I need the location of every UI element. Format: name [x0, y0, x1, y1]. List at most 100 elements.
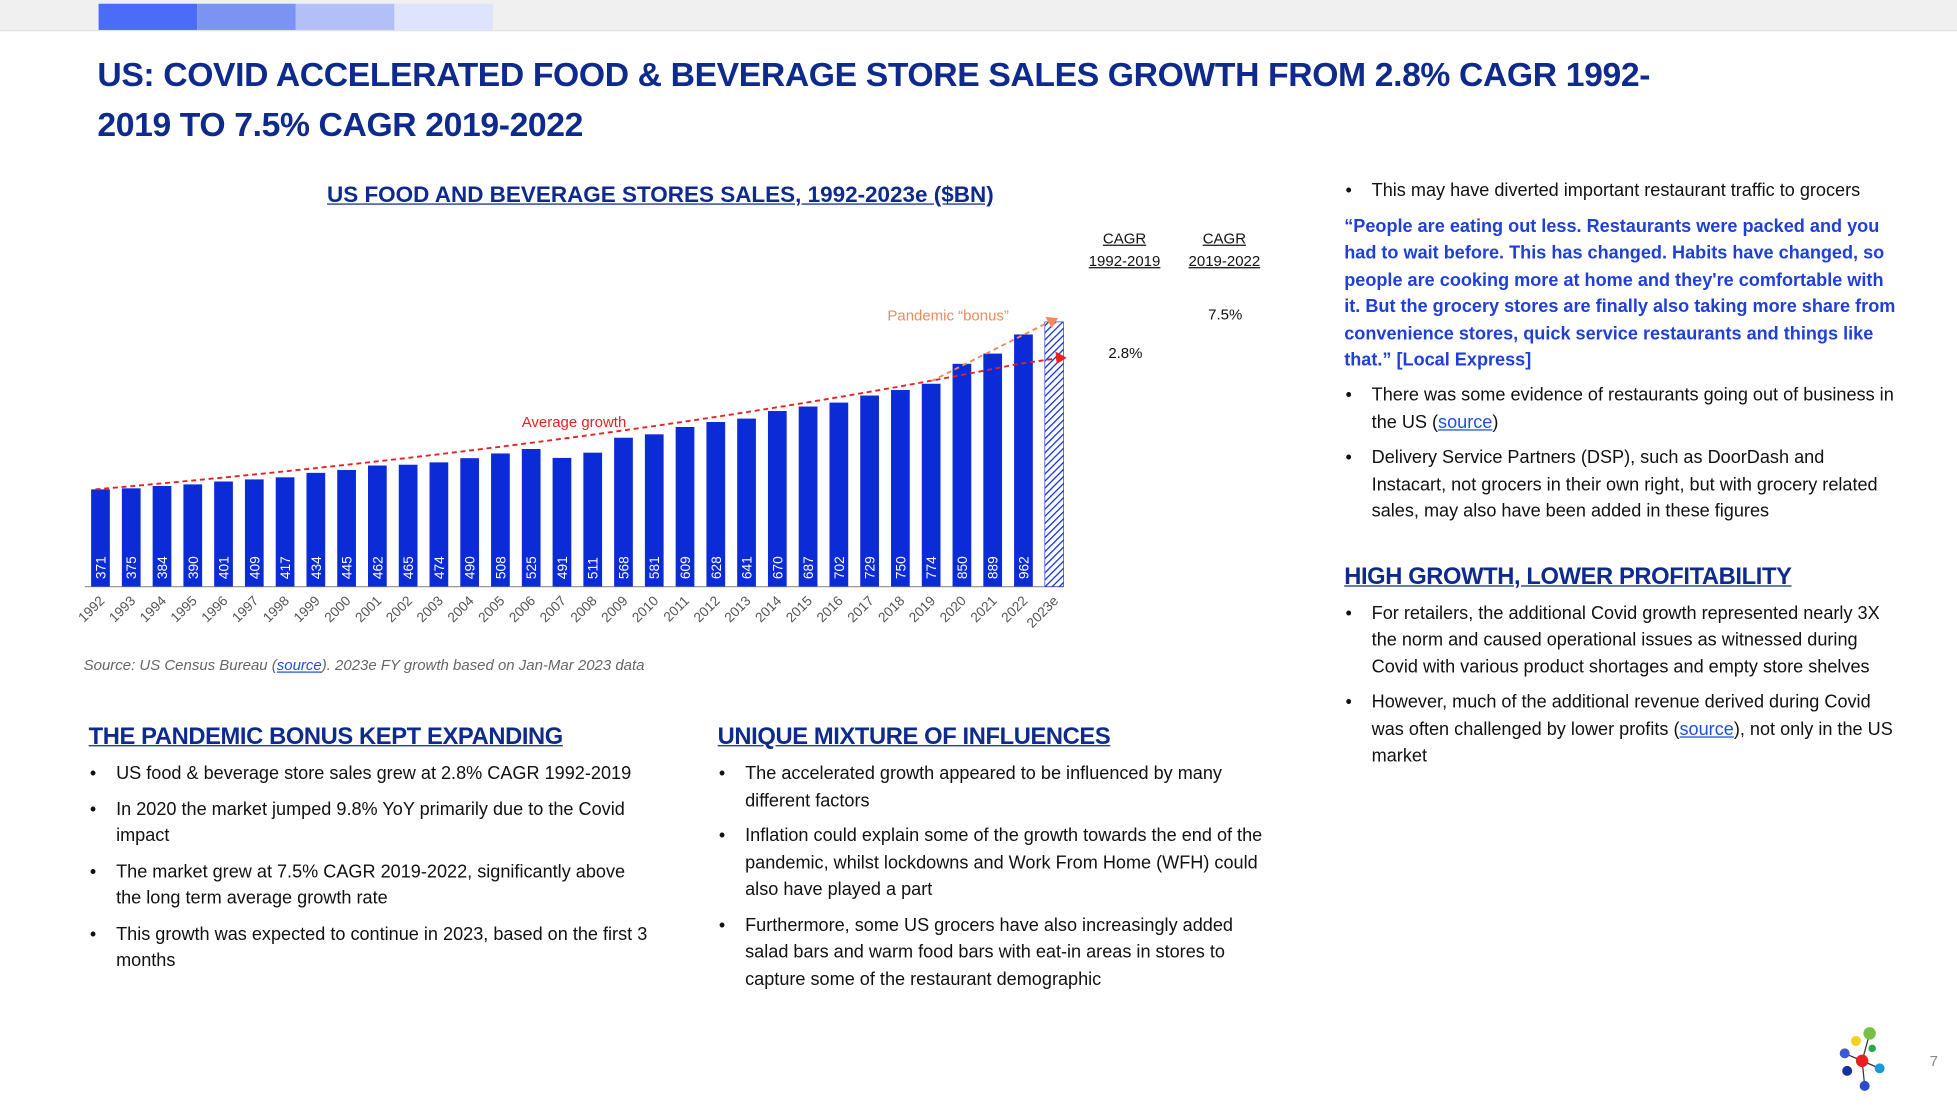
- bar-value-label: 702: [832, 556, 847, 579]
- bar-1998: [275, 477, 295, 587]
- right-column: This may have diverted important restaur…: [1344, 178, 1899, 779]
- bar-1992: [91, 489, 110, 587]
- bar-value-label: 774: [924, 556, 939, 579]
- x-tick-label: 1998: [260, 593, 292, 625]
- x-tick-label: 2006: [506, 593, 538, 625]
- sales-bar-chart: 371 1992 375 1993 384 1994 390 1995 401 1996 409 19…: [75, 308, 1067, 631]
- bar-2002: [398, 464, 418, 587]
- bar-2004: [460, 458, 480, 587]
- bar-1995: [183, 484, 203, 587]
- x-tick-label: 2000: [322, 593, 354, 625]
- bar-2012: [706, 422, 726, 587]
- bar-value-label: 568: [616, 556, 631, 579]
- bar-value-label: 628: [709, 556, 724, 579]
- x-tick-label: 2011: [661, 593, 692, 624]
- x-tick-label: 2005: [475, 593, 507, 625]
- bar-value-label: 490: [463, 556, 478, 579]
- section-heading: UNIQUE MIXTURE OF INFLUENCES: [717, 723, 1111, 751]
- x-tick-label: 2013: [721, 593, 753, 625]
- x-tick-label: 2008: [568, 593, 600, 625]
- x-tick-label: 2015: [783, 593, 815, 625]
- x-tick-label: 1993: [106, 593, 138, 625]
- bullet: In 2020 the market jumped 9.8% YoY prima…: [90, 797, 650, 851]
- bullet: Furthermore, some US grocers have also i…: [719, 913, 1273, 994]
- customer-quote: “People are eating out less. Restaurants…: [1344, 216, 1896, 372]
- bar-value-label: 850: [955, 556, 970, 579]
- source-note: Source: US Census Bureau (source). 2023e…: [84, 657, 645, 674]
- bar-value-label: 462: [370, 556, 385, 579]
- progress-block: [394, 3, 493, 30]
- bar-value-label: 511: [586, 557, 601, 579]
- bullet: This growth was expected to continue in …: [90, 922, 650, 976]
- bar-1993: [121, 488, 141, 587]
- x-tick-label: 2020: [937, 593, 969, 625]
- cagr-value-2019-2022: 7.5%: [1208, 305, 1243, 324]
- bullet-text: ): [1492, 412, 1499, 433]
- pandemic-bonus-section: THE PANDEMIC BONUS KEPT EXPANDING US foo…: [89, 724, 651, 984]
- bar-2013: [737, 418, 756, 587]
- bar-value-label: 962: [1016, 556, 1031, 579]
- bar-value-label: 465: [401, 556, 416, 579]
- bar-2007: [552, 457, 572, 587]
- average-growth-label: Average growth: [522, 414, 627, 431]
- bar-2021: [983, 353, 1003, 587]
- bar-2009: [614, 437, 633, 587]
- x-tick-label: 2019: [906, 593, 938, 625]
- x-tick-label: 1997: [229, 593, 261, 625]
- bar-2005: [491, 453, 510, 587]
- x-tick-label: 1996: [198, 593, 230, 625]
- cagr-period: 2019-2022: [1188, 252, 1261, 270]
- bar-value-label: 390: [186, 556, 201, 579]
- slide-title: US: COVID ACCELERATED FOOD & BEVERAGE ST…: [97, 56, 1651, 144]
- x-tick-label: 2009: [598, 593, 630, 625]
- bullet: For retailers, the additional Covid grow…: [1345, 601, 1900, 682]
- cagr-label: CAGR: [1202, 229, 1247, 248]
- chart-title: US FOOD AND BEVERAGE STORES SALES, 1992-…: [327, 182, 994, 208]
- bar-2016: [829, 402, 849, 587]
- bar-value-label: 508: [493, 556, 508, 579]
- bar-value-label: 474: [432, 556, 447, 579]
- bar-value-label: 609: [678, 556, 693, 579]
- source-text: Source: US Census Bureau (: [83, 656, 277, 674]
- page-number: 7: [1929, 1052, 1938, 1070]
- x-tick-label: 1992: [75, 593, 107, 625]
- bar-value-label: 525: [524, 556, 539, 579]
- bar-2017: [860, 395, 879, 587]
- bar-2022: [1014, 334, 1033, 587]
- progress-strip: [0, 0, 1957, 32]
- source-link[interactable]: source: [1679, 719, 1734, 740]
- x-tick-label: 1994: [137, 593, 169, 625]
- bullet: This may have diverted important restaur…: [1345, 178, 1900, 205]
- source-link[interactable]: source: [1438, 412, 1493, 433]
- bar-2010: [644, 434, 664, 587]
- x-tick-label: 2004: [445, 593, 477, 625]
- bar-2011: [675, 426, 695, 587]
- bar-value-label: 371: [93, 556, 108, 579]
- progress-block: [98, 3, 198, 30]
- pandemic-bonus-arrowhead: [1045, 316, 1058, 329]
- cagr-header-2019-2022: CAGR 2019-2022: [1181, 227, 1268, 272]
- x-tick-label: 2003: [414, 593, 446, 625]
- bar-2003: [429, 462, 449, 587]
- bar-value-label: 417: [278, 556, 293, 579]
- pandemic-bonus-line: [930, 318, 1055, 383]
- bullet: Delivery Service Partners (DSP), such as…: [1345, 446, 1900, 527]
- bar-value-label: 889: [986, 556, 1001, 579]
- bar-2008: [583, 452, 603, 587]
- bar-2023e: [1044, 321, 1064, 587]
- bar-value-label: 670: [770, 556, 785, 579]
- bar-1997: [244, 479, 264, 587]
- bullet: The market grew at 7.5% CAGR 2019-2022, …: [90, 859, 650, 913]
- x-tick-label: 2023e: [1024, 593, 1062, 631]
- x-tick-label: 2001: [352, 593, 384, 625]
- bar-value-label: 750: [893, 556, 908, 579]
- x-tick-label: 2007: [537, 593, 569, 625]
- source-link[interactable]: source: [276, 656, 322, 674]
- influences-section: UNIQUE MIXTURE OF INFLUENCES The acceler…: [718, 724, 1273, 1002]
- average-growth-line: [95, 356, 1062, 491]
- bar-2015: [798, 406, 818, 587]
- bullet: Inflation could explain some of the grow…: [719, 824, 1273, 905]
- bar-value-label: 384: [155, 556, 170, 579]
- section-heading: HIGH GROWTH, LOWER PROFITABILITY: [1344, 563, 1792, 590]
